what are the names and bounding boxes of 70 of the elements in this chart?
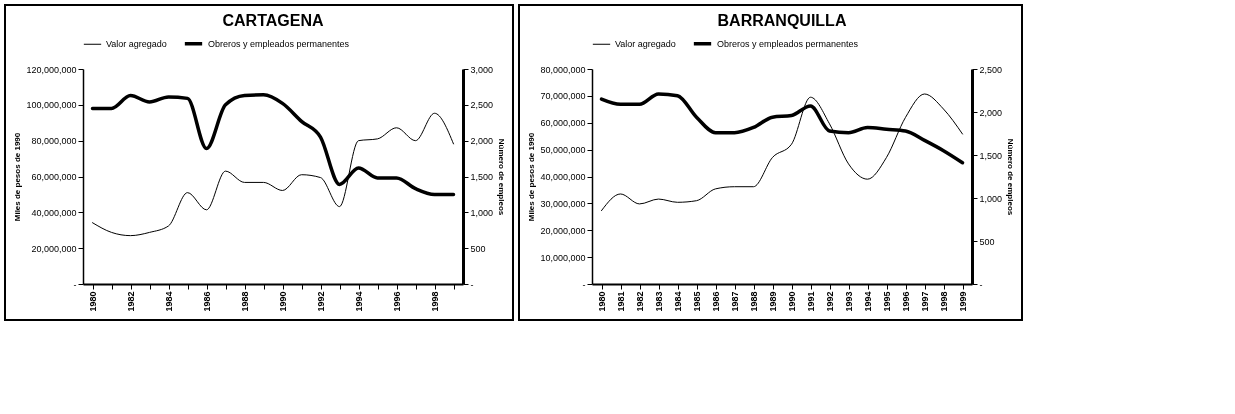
chart-title: CARTAGENA [222,12,324,29]
x-tick-label: 1994 [354,291,364,312]
x-tick-label: 1989 [768,291,778,312]
y2-tick-label: 1,500 [470,172,494,182]
x-tick-label: 1980 [88,291,98,312]
y2-tick-label: 2,000 [979,107,1003,118]
x-tick-label: 1990 [278,291,288,312]
legend-label: Valor agregado [615,39,676,50]
y-tick-label: 40,000,000 [31,207,77,218]
y2-tick-label: 500 [470,243,486,254]
y-tick-label: 60,000,000 [540,118,586,129]
y-tick-label: 20,000,000 [31,243,77,254]
y2-tick-label: 2,500 [979,64,1003,75]
x-tick-label: 1987 [730,291,740,312]
y-tick-label: 120,000,000 [26,64,77,75]
y-axis-title: Miles de pesos de 1990 [13,132,23,222]
x-tick-label: 1984 [673,291,683,312]
y2-tick-label: 1,500 [979,150,1003,161]
y-tick-label: 70,000,000 [540,91,586,102]
y-tick-label: 80,000,000 [31,136,77,147]
x-tick-label: 1980 [597,291,607,312]
y-tick-label: 40,000,000 [540,172,586,182]
x-tick-label: 1998 [430,291,440,312]
x-tick-label: 1996 [901,291,911,312]
chart-title: BARRANQUILLA [717,12,847,29]
x-tick-label: 1995 [882,291,892,312]
y2-tick-label: 2,000 [470,136,494,147]
y-tick-label: - [73,279,77,290]
x-tick-label: 1990 [787,291,797,312]
x-tick-label: 1982 [126,291,136,312]
legend-label: Obreros y empleados permanentes [208,38,350,49]
x-tick-label: 1991 [806,291,816,312]
y-tick-label: 60,000,000 [31,172,77,182]
line-series [601,93,963,212]
y2-tick-label: 500 [979,236,995,247]
y2-tick-label: - [979,279,983,290]
x-tick-label: 1994 [863,291,873,312]
x-tick-label: 1986 [711,291,721,312]
x-tick-label: 1997 [920,291,930,312]
y-tick-label: 10,000,000 [540,252,586,263]
x-tick-label: 1999 [958,291,968,312]
x-tick-label: 1992 [316,291,326,312]
y2-axis-title: Número de empleos [1006,138,1016,216]
y-tick-label: 100,000,000 [26,100,77,111]
x-tick-label: 1998 [939,291,949,312]
y-tick-label: 50,000,000 [540,145,586,156]
y2-tick-label: - [470,279,474,290]
x-tick-label: 1984 [164,291,174,312]
x-tick-label: 1983 [654,291,664,312]
y2-tick-label: 1,000 [979,193,1003,204]
y-tick-label: 80,000,000 [540,64,586,75]
y2-axis-title: Número de empleos [497,138,507,216]
legend-label: Valor agregado [106,39,167,50]
x-tick-label: 1988 [240,291,250,312]
y-tick-label: - [582,279,586,290]
y-tick-label: 20,000,000 [540,225,586,236]
x-tick-label: 1986 [202,291,212,312]
x-tick-label: 1992 [825,291,835,312]
legend-label: Obreros y empleados permanentes [717,38,859,49]
y2-tick-label: 3,000 [470,64,494,75]
x-tick-label: 1988 [749,291,759,312]
x-tick-label: 1985 [692,291,702,312]
x-tick-label: 1981 [616,291,626,312]
y2-tick-label: 2,500 [470,100,494,111]
x-tick-label: 1996 [392,291,402,312]
x-tick-label: 1982 [635,291,645,312]
y-axis-title: Miles de pesos de 1990 [527,132,537,222]
x-tick-label: 1993 [844,291,854,312]
y-tick-label: 30,000,000 [540,198,586,209]
y2-tick-label: 1,000 [470,207,494,218]
